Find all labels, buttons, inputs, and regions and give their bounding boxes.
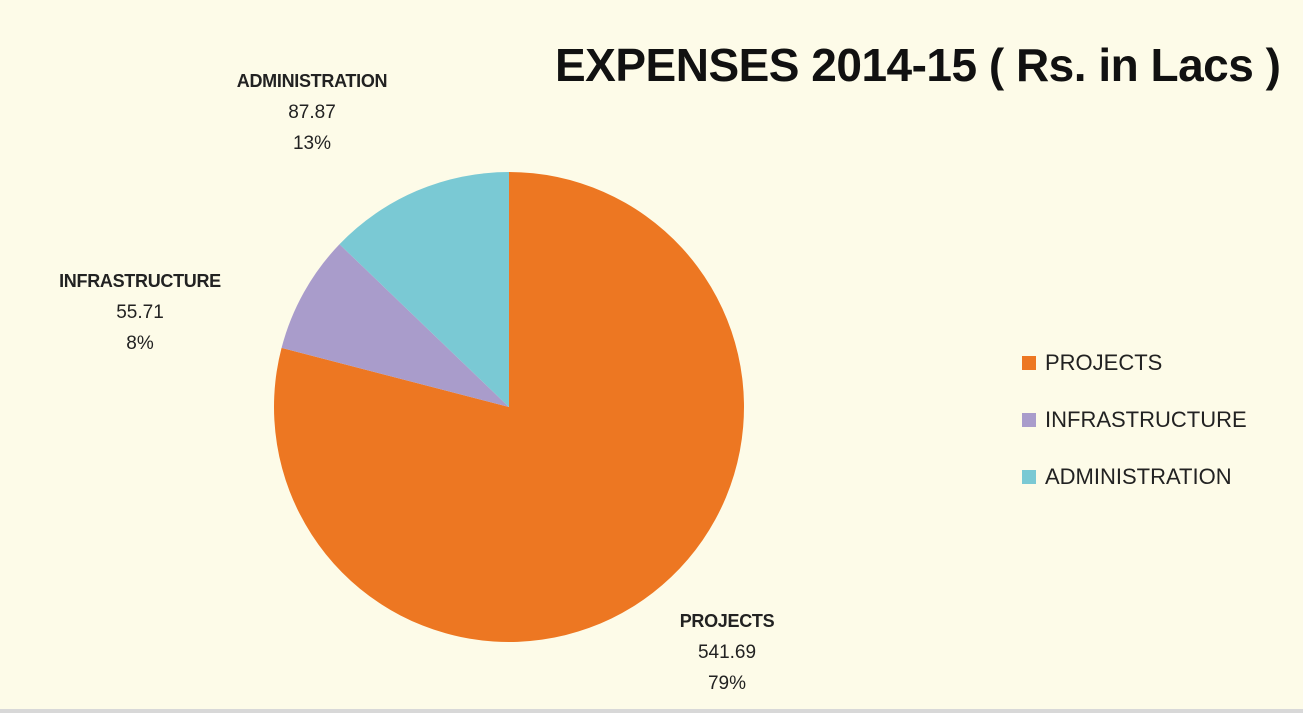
data-label-value: 541.69: [697, 642, 757, 663]
data-label-infrastructure: INFRASTRUCTURE 55.71 8%: [59, 266, 221, 359]
legend-label: ADMINISTRATION: [1045, 463, 1232, 489]
data-label-administration: ADMINISTRATION 87.87 13%: [236, 66, 388, 159]
legend-label: INFRASTRUCTURE: [1045, 406, 1247, 432]
data-label-percent: 79%: [707, 673, 747, 694]
data-label-value: 55.71: [116, 302, 164, 323]
data-label-percent: 13%: [292, 133, 332, 154]
data-label-value: 87.87: [288, 102, 336, 123]
legend-swatch: [1022, 412, 1036, 427]
data-label-projects: PROJECTS 541.69 79%: [680, 606, 775, 699]
data-label-name: INFRASTRUCTURE: [59, 271, 221, 291]
legend-item-infrastructure: INFRASTRUCTURE: [1022, 391, 1247, 448]
legend-label: PROJECTS: [1045, 349, 1163, 375]
legend-swatch: [1022, 355, 1036, 370]
legend-item-administration: ADMINISTRATION: [1022, 448, 1247, 505]
bottom-divider: [0, 709, 1303, 713]
pie-slice-infrastructure: [281, 244, 509, 407]
legend: PROJECTS INFRASTRUCTURE ADMINISTRATION: [1022, 334, 1247, 505]
pie-slice-administration: [339, 172, 509, 407]
chart-title: EXPENSES 2014-15 ( Rs. in Lacs ): [555, 39, 1281, 91]
pie-slice-projects: [274, 172, 745, 643]
legend-item-projects: PROJECTS: [1022, 334, 1247, 391]
legend-swatch: [1022, 469, 1036, 484]
data-label-name: ADMINISTRATION: [236, 71, 388, 91]
data-label-name: PROJECTS: [679, 611, 775, 631]
data-label-percent: 8%: [126, 333, 154, 354]
